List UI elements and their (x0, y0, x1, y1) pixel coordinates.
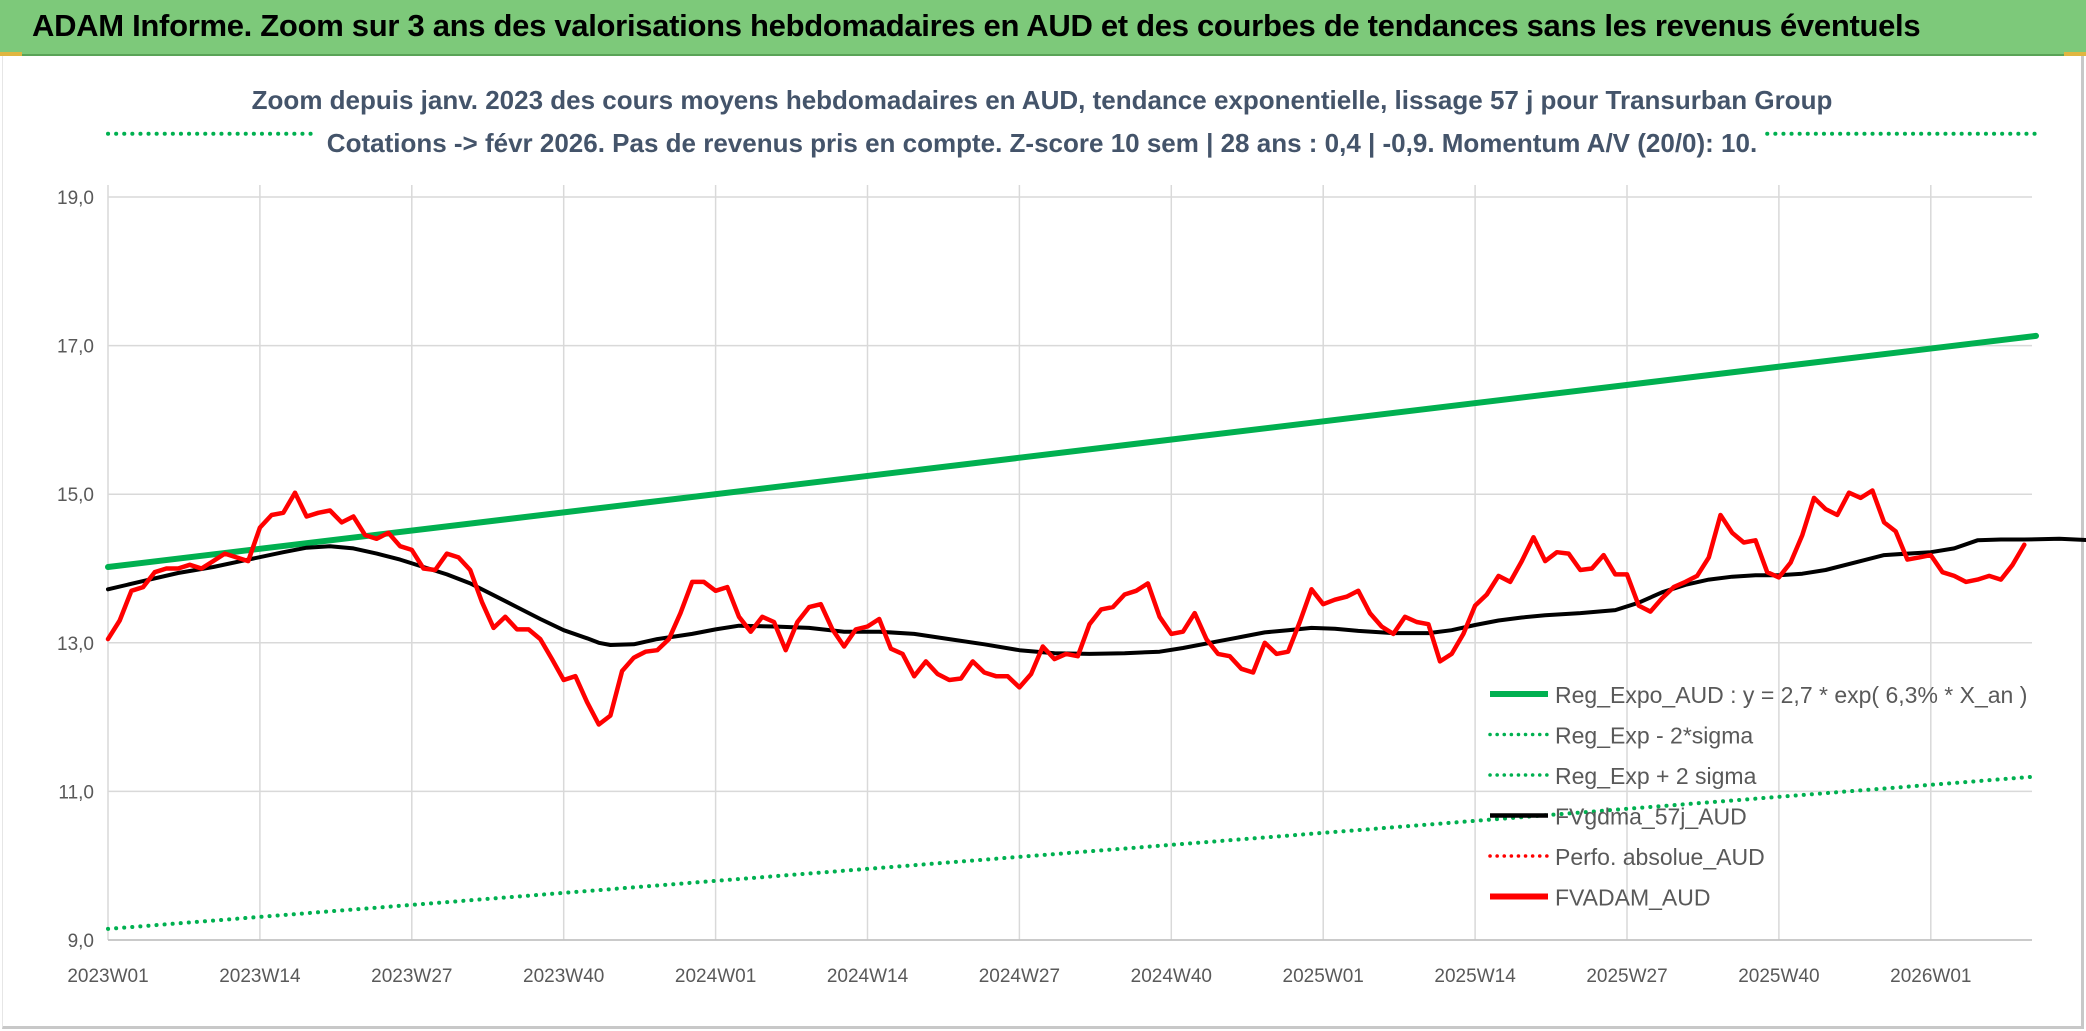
page-title: ADAM Informe. Zoom sur 3 ans des valoris… (32, 8, 1921, 43)
x-tick-label: 2025W14 (1434, 966, 1516, 987)
series-line-series1 (106, 774, 2038, 931)
header-accent-left (0, 52, 22, 56)
x-tick-label: 2023W27 (371, 966, 452, 987)
x-tick-label: 2023W01 (67, 966, 148, 987)
x-tick-label: 2023W40 (523, 966, 604, 987)
y-tick-label: 9,0 (68, 931, 94, 952)
series-line-series3 (106, 536, 2086, 656)
legend: Reg_Expo_AUD : y = 2,7 * exp( 6,3% * X_a… (1488, 682, 2027, 911)
legend-label-series3: FVgdma_57j_AUD (1555, 804, 1747, 830)
x-tick-label: 2025W40 (1738, 966, 1819, 987)
title-background (325, 82, 1762, 172)
chart-title-line-1: Zoom depuis janv. 2023 des cours moyens … (252, 85, 1833, 115)
legend-label-series4: Perfo. absolue_AUD (1555, 844, 1765, 870)
x-axis-ticks: 2023W01 2023W14 2023W27 2023W40 2024W01 2024W… (67, 966, 1971, 987)
header-bar: ADAM Informe. Zoom sur 3 ans des valoris… (0, 0, 2086, 56)
x-tick-label: 2024W01 (675, 966, 756, 987)
series-lines (105, 131, 2086, 931)
series-line-series5 (105, 488, 2027, 727)
legend-label-series0: Reg_Expo_AUD : y = 2,7 * exp( 6,3% * X_a… (1555, 682, 2027, 708)
y-tick-label: 19,0 (57, 188, 94, 209)
legend-label-series2: Reg_Exp + 2 sigma (1555, 763, 1757, 789)
x-tick-label: 2024W27 (979, 966, 1060, 987)
chart-frame (2, 56, 2084, 1029)
y-tick-label: 11,0 (58, 782, 94, 803)
x-tick-label: 2025W27 (1586, 966, 1667, 987)
legend-label-series1: Reg_Exp - 2*sigma (1555, 723, 1753, 749)
grid (107, 185, 2032, 941)
x-tick-label: 2023W14 (219, 966, 301, 987)
y-tick-label: 13,0 (57, 634, 94, 655)
x-tick-label: 2024W40 (1131, 966, 1212, 987)
x-tick-label: 2024W14 (827, 966, 909, 987)
chart-title-line-2: Cotations -> févr 2026. Pas de revenus p… (327, 128, 1757, 158)
x-tick-label: 2026W01 (1890, 966, 1971, 987)
series-line-series0 (105, 332, 2039, 570)
y-axis-ticks: 9,0 11,0 13,0 15,0 17,0 19,0 (57, 188, 94, 952)
legend-label-series5: FVADAM_AUD (1555, 885, 1711, 911)
y-tick-label: 17,0 (57, 337, 94, 358)
header-accent-right (2064, 52, 2086, 56)
y-tick-label: 15,0 (57, 485, 94, 506)
x-tick-label: 2025W01 (1283, 966, 1364, 987)
